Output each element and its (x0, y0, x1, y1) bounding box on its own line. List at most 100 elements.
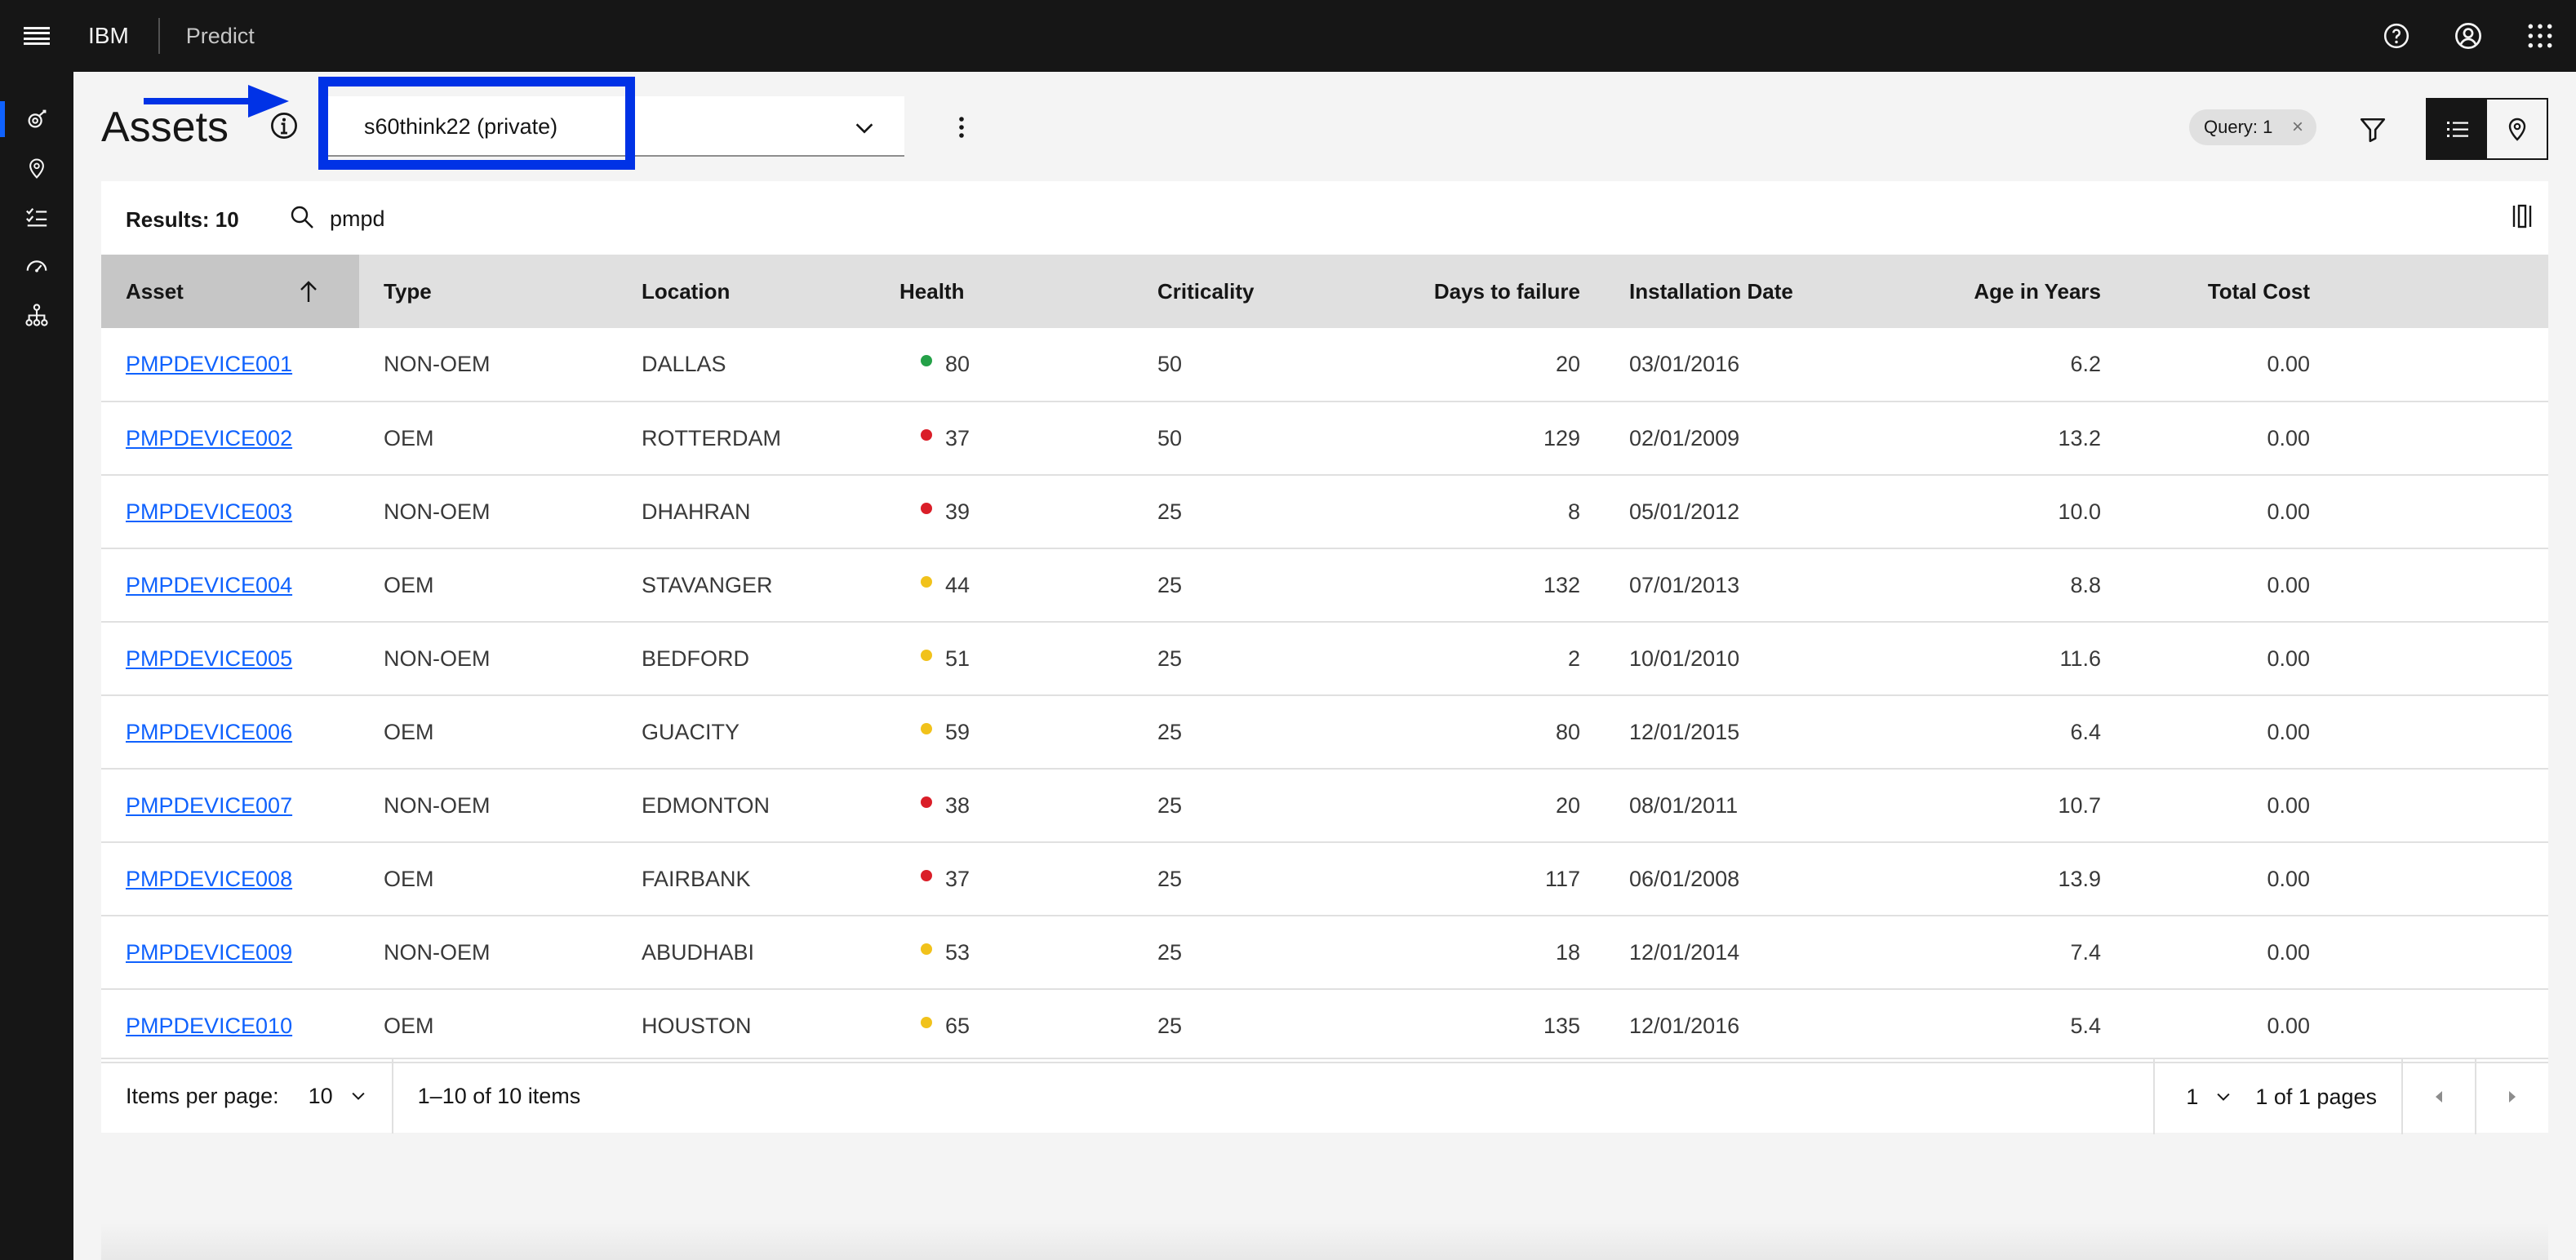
asset-link[interactable]: PMPDEVICE006 (126, 719, 293, 744)
health-value: 44 (945, 572, 970, 597)
health-value: 53 (945, 939, 970, 965)
asset-link[interactable]: PMPDEVICE002 (126, 425, 293, 450)
asset-cell: PMPDEVICE007 (101, 769, 359, 842)
next-page-button[interactable] (2475, 1059, 2548, 1134)
total-cost-cell: 0.00 (2267, 792, 2310, 818)
filter-button[interactable] (2351, 108, 2395, 152)
column-header-type[interactable]: Type (384, 278, 432, 304)
column-header-age-in-years[interactable]: Age in Years (1974, 278, 2101, 304)
overflow-menu-button[interactable] (942, 104, 981, 150)
user-button[interactable] (2432, 0, 2504, 72)
table-row[interactable]: PMPDEVICE008 OEM FAIRBANK 37 25 117 06/01/2008… (101, 842, 2548, 916)
product-name[interactable]: Predict (185, 23, 255, 48)
map-view-button[interactable] (2487, 100, 2547, 158)
asset-link[interactable]: PMPDEVICE004 (126, 572, 293, 597)
health-value: 51 (945, 646, 970, 671)
location-cell: STAVANGER (642, 572, 773, 597)
close-icon[interactable]: × (2291, 116, 2303, 138)
type-cell: NON-OEM (384, 939, 491, 965)
location-cell: FAIRBANK (642, 866, 751, 891)
days-to-failure-cell: 2 (1567, 646, 1580, 671)
asset-link[interactable]: PMPDEVICE007 (126, 792, 293, 818)
search-input[interactable] (330, 201, 1064, 237)
age-cell: 10.7 (2058, 792, 2101, 818)
health-status-dot (921, 575, 932, 588)
type-cell: OEM (384, 572, 434, 597)
criticality-cell: 50 (1157, 425, 1183, 450)
table-row[interactable]: PMPDEVICE005 NON-OEM BEDFORD 51 25 2 10/01/201… (101, 622, 2548, 695)
sidenav-item-hierarchy[interactable] (0, 291, 73, 339)
sort-ascending-icon[interactable] (297, 279, 320, 304)
health-status-dot (921, 869, 932, 881)
asset-link[interactable]: PMPDEVICE008 (126, 866, 293, 891)
asset-link[interactable]: PMPDEVICE003 (126, 499, 293, 524)
health-value: 37 (945, 866, 970, 891)
help-button[interactable] (2361, 0, 2432, 72)
asset-link[interactable]: PMPDEVICE010 (126, 1013, 293, 1038)
table-row[interactable]: PMPDEVICE003 NON-OEM DHAHRAN 39 25 8 05/01/201… (101, 475, 2548, 548)
type-cell: OEM (384, 425, 434, 450)
asset-link[interactable]: PMPDEVICE005 (126, 646, 293, 671)
page-count: 1 of 1 pages (2255, 1084, 2377, 1109)
health-cell: 65 (875, 989, 1133, 1063)
app-switcher-button[interactable] (2504, 0, 2576, 72)
table-row[interactable]: PMPDEVICE007 NON-OEM EDMONTON 38 25 20 08/01/2… (101, 769, 2548, 842)
total-cost-cell: 0.00 (2267, 499, 2310, 524)
days-to-failure-cell: 132 (1543, 572, 1580, 597)
items-per-page-select[interactable]: 10 (309, 1058, 393, 1134)
table-row[interactable]: PMPDEVICE002 OEM ROTTERDAM 37 50 129 02/01/200… (101, 402, 2548, 475)
info-button[interactable] (269, 111, 299, 144)
spacer-cell (2334, 695, 2548, 769)
table-row[interactable]: PMPDEVICE010 OEM HOUSTON 65 25 135 12/01/2016 5… (101, 989, 2548, 1063)
health-status-dot (921, 502, 932, 514)
installation-date-cell: 12/01/2014 (1629, 939, 1740, 965)
column-header-spacer (2334, 255, 2548, 328)
previous-page-button[interactable] (2401, 1059, 2475, 1134)
page-select[interactable]: 1 (2153, 1059, 2255, 1134)
asset-link[interactable]: PMPDEVICE009 (126, 939, 293, 965)
sidenav-item-dashboard[interactable] (0, 242, 73, 291)
page-select-value: 1 (2186, 1084, 2199, 1109)
column-settings-button[interactable] (2511, 202, 2534, 234)
health-cell: 37 (875, 402, 1133, 475)
list-view-button[interactable] (2427, 100, 2487, 158)
menu-button[interactable] (0, 0, 73, 72)
type-cell: NON-OEM (384, 792, 491, 818)
column-header-location[interactable]: Location (642, 278, 731, 304)
table-row[interactable]: PMPDEVICE006 OEM GUACITY 59 25 80 12/01/2015 6.… (101, 695, 2548, 769)
table-toolbar: Results: 10 (101, 181, 2548, 255)
column-header-installation-date[interactable]: Installation Date (1629, 278, 1793, 304)
criticality-cell: 25 (1157, 792, 1183, 818)
installation-date-cell: 02/01/2009 (1629, 425, 1740, 450)
sidenav-item-assets[interactable] (0, 95, 73, 144)
location-cell: DALLAS (642, 352, 726, 376)
installation-date-cell: 05/01/2012 (1629, 499, 1740, 524)
health-value: 59 (945, 719, 970, 744)
sidenav-item-locations[interactable] (0, 144, 73, 193)
sidenav-item-tasks[interactable] (0, 193, 73, 242)
age-cell: 13.2 (2058, 425, 2101, 450)
health-value: 38 (945, 792, 970, 818)
column-header-asset[interactable]: Asset (101, 255, 359, 328)
query-dropdown[interactable]: s60think22 (private) (318, 96, 904, 157)
table-row[interactable]: PMPDEVICE004 OEM STAVANGER 44 25 132 07/01/201… (101, 548, 2548, 622)
age-cell: 11.6 (2059, 646, 2101, 671)
location-pin-icon (29, 158, 44, 179)
health-value: 80 (945, 352, 970, 376)
brand-name[interactable]: IBM (88, 23, 129, 48)
asset-cell: PMPDEVICE003 (101, 475, 359, 548)
asset-link[interactable]: PMPDEVICE001 (126, 352, 293, 376)
column-settings-icon (2512, 204, 2532, 228)
column-header-health[interactable]: Health (899, 278, 965, 304)
installation-date-cell: 10/01/2010 (1629, 646, 1740, 671)
table-row[interactable]: PMPDEVICE001 NON-OEM DALLAS 80 50 20 03/01/201… (101, 328, 2548, 402)
query-tag[interactable]: Query: 1 × (2189, 109, 2316, 145)
column-header-criticality[interactable]: Criticality (1157, 278, 1255, 304)
column-header-days-to-failure[interactable]: Days to failure (1433, 278, 1580, 304)
type-cell: NON-OEM (384, 646, 491, 671)
health-value: 65 (945, 1013, 970, 1038)
criticality-cell: 25 (1157, 1013, 1183, 1038)
column-header-total-cost[interactable]: Total Cost (2207, 278, 2310, 304)
location-cell: ABUDHABI (642, 939, 755, 965)
table-row[interactable]: PMPDEVICE009 NON-OEM ABUDHABI 53 25 18 12/01/2… (101, 916, 2548, 989)
